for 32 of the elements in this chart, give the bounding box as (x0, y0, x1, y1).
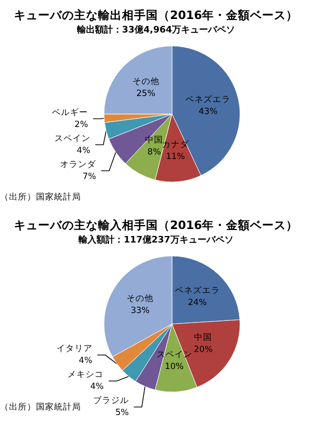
chart-subtitle: 輸出額計：33億4,964万キューバペソ (76, 24, 235, 36)
data-label: 4% (78, 356, 92, 366)
slice-label: ベネズエラ (186, 94, 231, 105)
data-label: 5% (115, 408, 129, 418)
slice-label: 中国 (194, 332, 212, 343)
chart-subtitle: 輸入額計：117億237万キューバペソ (78, 234, 234, 246)
slice-label: ベルギー (52, 106, 88, 118)
slice-label: ベネズエラ (174, 285, 220, 296)
data-label: 11% (166, 152, 185, 162)
data-label: 20% (194, 344, 213, 355)
data-label: 7% (82, 172, 96, 182)
slice-label: ブラジル (92, 395, 129, 406)
data-label: 25% (136, 88, 156, 99)
data-label: 4% (76, 146, 90, 156)
data-label: 4% (90, 382, 104, 392)
chart-title: キューバの主な輸入相手国（2016年・金額ベース） (14, 218, 298, 232)
slice-label: スペイン (54, 134, 90, 144)
slice-label: イタリア (56, 344, 92, 354)
slice-label: メキシコ (68, 370, 104, 380)
slice-label: オランダ (60, 158, 98, 170)
data-label: 2% (74, 120, 88, 130)
slice-label: その他 (132, 76, 160, 87)
data-label: 24% (188, 298, 207, 308)
data-label: 33% (130, 306, 150, 316)
text: （出所）国家統計局 (0, 192, 81, 202)
slice-label: 中国 (145, 134, 164, 146)
data-label: 8% (147, 147, 161, 158)
slice-label: その他 (126, 293, 154, 304)
data-label: 10% (164, 362, 184, 372)
chart-title: キューバの主な輸出相手国（2016年・金額ベース） (14, 8, 298, 22)
text: （出所）国家統計局 (0, 402, 81, 412)
data-label: 43% (198, 106, 218, 117)
